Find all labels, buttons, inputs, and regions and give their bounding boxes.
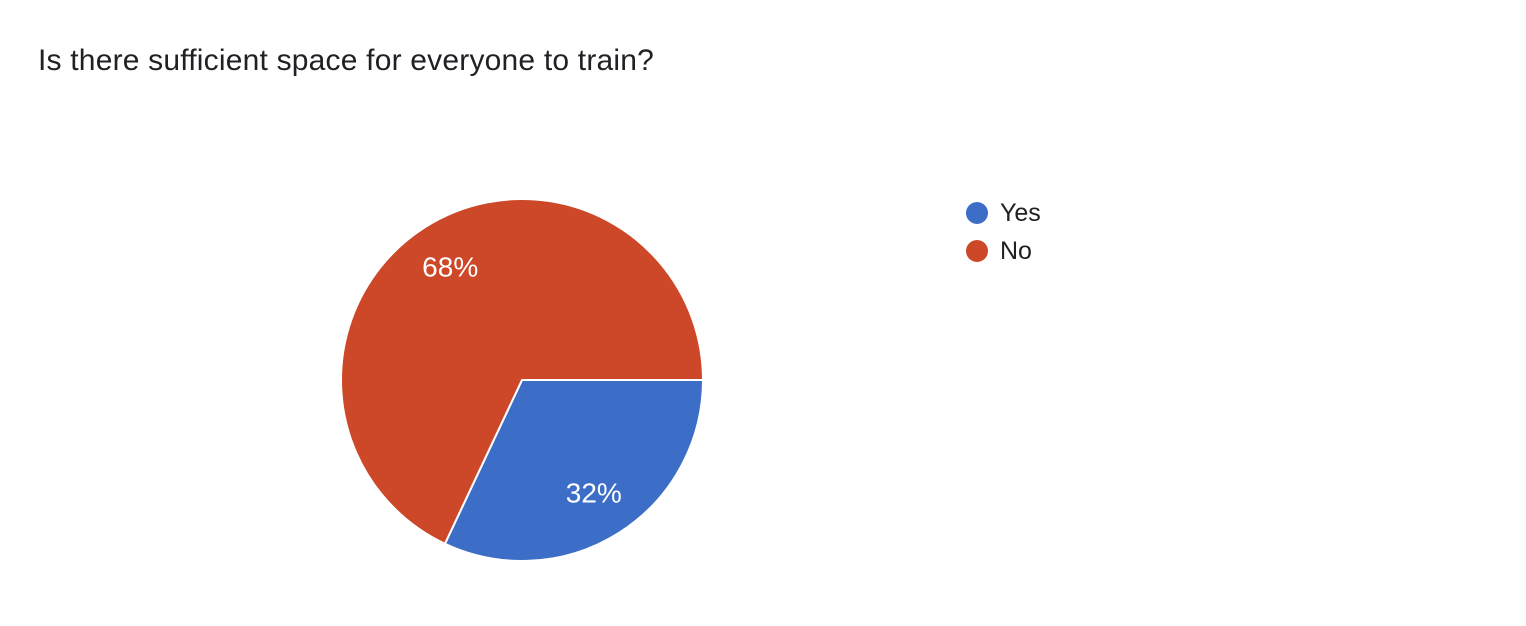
chart-title: Is there sufficient space for everyone t… [38,44,655,77]
pie-slice-no[interactable] [340,198,704,545]
legend-swatch-yes-icon [966,202,988,224]
pie-slice-yes[interactable] [443,379,704,562]
legend-label-yes: Yes [1000,199,1041,227]
legend-label-no: No [1000,237,1032,265]
legend: Yes No [966,198,1041,266]
pie-slice-label-no: 68% [422,251,478,282]
legend-swatch-no-icon [966,240,988,262]
legend-item-yes: Yes [966,198,1041,228]
pie-chart: 32% 68% [340,198,704,562]
pie-slice-label-yes: 32% [566,478,622,509]
legend-item-no: No [966,236,1041,266]
